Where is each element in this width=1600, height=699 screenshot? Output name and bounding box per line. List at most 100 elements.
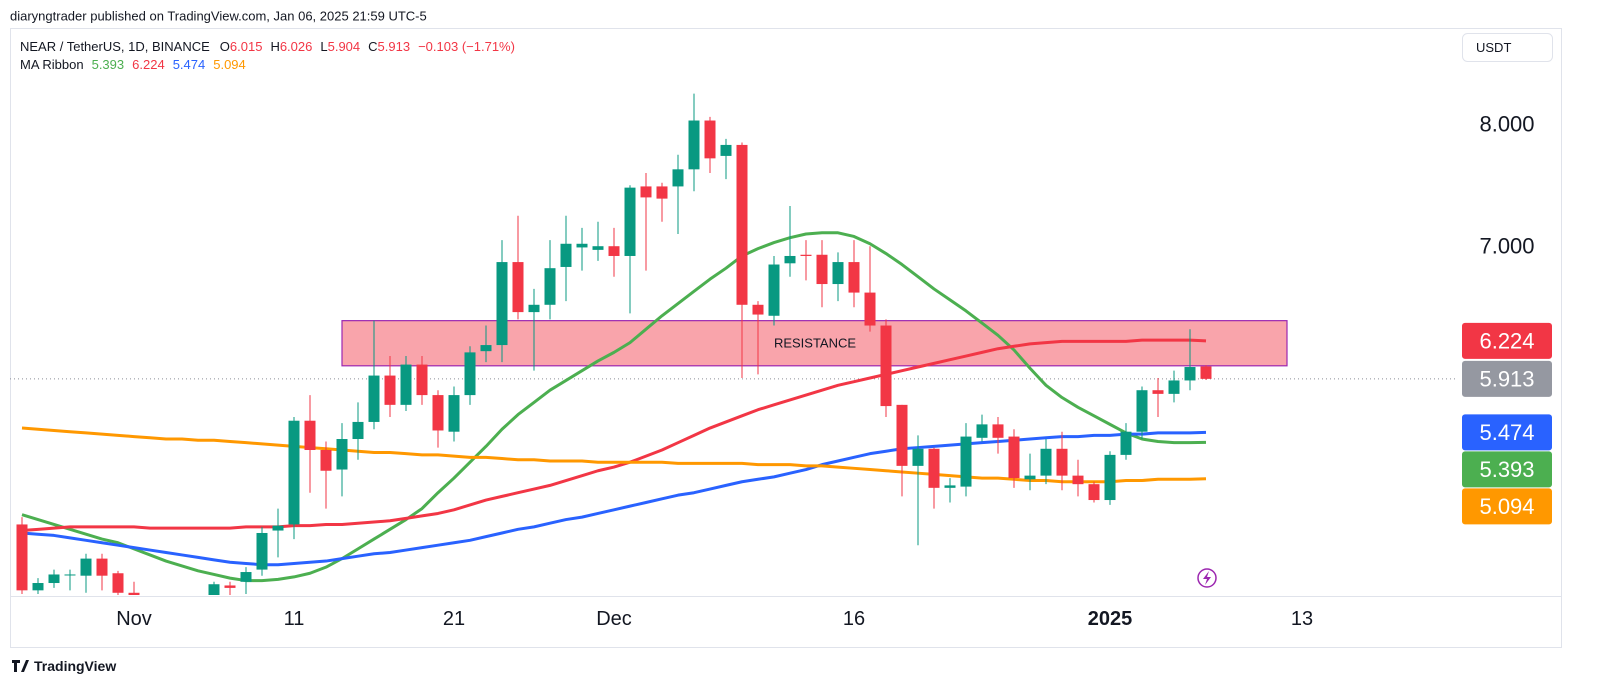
candle-body [496, 262, 508, 346]
candle-body [240, 572, 252, 582]
price-label-box [1462, 414, 1552, 451]
candle-body [512, 262, 524, 313]
candle-body [1072, 475, 1084, 485]
x-tick-label: 11 [284, 608, 305, 630]
candle-body [592, 246, 604, 250]
low-value: 5.904 [328, 39, 361, 54]
x-tick-label: Dec [596, 608, 632, 630]
candle-body [528, 304, 540, 313]
indicator-legend: MA Ribbon 5.393 6.224 5.474 5.094 [20, 57, 246, 72]
low-label: L [320, 39, 327, 54]
candle-body [1136, 390, 1148, 432]
candle-body [752, 304, 764, 315]
x-tick-label: 16 [843, 608, 865, 630]
candle-body [576, 243, 588, 248]
candle-body [32, 583, 44, 591]
candle-body [448, 395, 460, 432]
candle-body [80, 558, 92, 576]
candle-body [224, 585, 236, 588]
ma-line [21, 338, 1207, 533]
published-note: diaryngtrader published on TradingView.c… [10, 9, 427, 24]
price-label: 5.913 [1479, 366, 1534, 391]
symbol-legend: NEAR / TetherUS, 1D, BINANCE O6.015 H6.026… [20, 39, 515, 54]
candle-body [624, 187, 636, 256]
high-value: 6.026 [280, 39, 313, 54]
candle-body [128, 592, 140, 595]
candle-body [608, 246, 620, 256]
candle-body [912, 448, 924, 466]
candle-body [1040, 448, 1052, 476]
candle-body [336, 439, 348, 470]
candle-body [1088, 484, 1100, 501]
candle-body [848, 262, 860, 293]
candle-body [384, 375, 396, 405]
annotation-text: RESISTANCE [774, 336, 856, 351]
candle-body [432, 395, 444, 431]
y-tick-label: 8.000 [1479, 112, 1534, 137]
brand: TradingView [34, 658, 116, 674]
candle-body [688, 120, 700, 170]
candle-body [656, 186, 668, 199]
close-label: C [368, 39, 377, 54]
event-icon[interactable] [1197, 568, 1217, 588]
candle-body [672, 169, 684, 187]
candle-body [480, 345, 492, 352]
candle-body [304, 420, 316, 451]
candle-body [256, 532, 268, 570]
currency[interactable]: USDT [1476, 40, 1511, 55]
plot-area: RESISTANCE [10, 93, 1455, 595]
candle-body [416, 364, 428, 396]
ma-value: 5.393 [92, 57, 125, 72]
indicator-name: MA Ribbon [20, 57, 84, 72]
candle-body [1104, 454, 1116, 501]
price-label: 5.094 [1479, 494, 1534, 519]
candle-body [64, 574, 76, 576]
price-label: 6.224 [1479, 328, 1534, 353]
price-label-box [1462, 322, 1552, 359]
close-value: 5.913 [378, 39, 411, 54]
frame [10, 28, 1562, 648]
ma-line [21, 426, 1207, 484]
candle-body [816, 254, 828, 285]
x-tick-label: 21 [443, 608, 465, 630]
candle-body [928, 448, 940, 488]
candle-body [880, 325, 892, 407]
candle-body [1024, 475, 1036, 480]
ma-value: 6.224 [132, 57, 165, 72]
candle-body [784, 255, 796, 264]
x-tick-label: 13 [1291, 608, 1313, 630]
price-label-box [1462, 488, 1552, 525]
brand-logo [12, 660, 29, 672]
candle-body [288, 420, 300, 525]
candle-body [768, 264, 780, 316]
candle-body [320, 450, 332, 471]
candle-body [1152, 390, 1164, 394]
price-label: 5.393 [1479, 457, 1534, 482]
candle-body [1056, 448, 1068, 476]
candle-body [208, 584, 220, 595]
candle-body [1168, 380, 1180, 394]
currency-box[interactable] [1462, 33, 1553, 62]
candle-body [992, 424, 1004, 438]
x-tick-label: Nov [116, 608, 152, 630]
candle-body [112, 573, 124, 593]
candle-body [352, 421, 364, 440]
ma-line [21, 231, 1207, 583]
y-tick-label: 7.000 [1479, 234, 1534, 259]
open-value: 6.015 [230, 39, 263, 54]
candle-body [544, 268, 556, 305]
candle-body [720, 144, 732, 156]
ma-value: 5.474 [173, 57, 206, 72]
symbol: NEAR / TetherUS, 1D, BINANCE [20, 39, 210, 54]
candle-body [16, 524, 28, 591]
candle-body [272, 525, 284, 531]
candle-body [368, 375, 380, 422]
event-icon-bolt [1203, 571, 1211, 585]
candle-body [976, 424, 988, 438]
candle-body [640, 186, 652, 198]
candle-body [960, 436, 972, 487]
candle-body [560, 243, 572, 267]
candle-body [944, 485, 956, 488]
